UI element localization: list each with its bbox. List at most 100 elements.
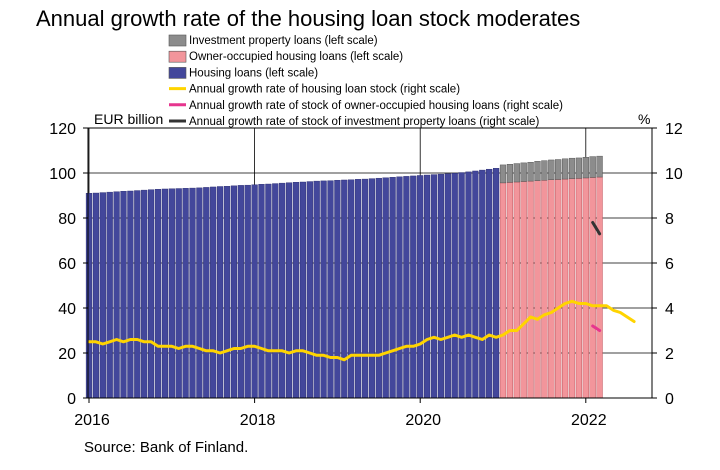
bar-housing (451, 173, 458, 399)
bar-housing (182, 188, 189, 399)
right-tick-label: 8 (665, 211, 674, 228)
bar-owner (575, 178, 583, 399)
source-note: Source: Bank of Finland. (84, 439, 248, 456)
bar-housing (486, 168, 493, 399)
bar-housing (141, 189, 148, 399)
bar-investment (527, 161, 534, 182)
legend-label-owner: Owner-occupied housing loans (left scale… (189, 51, 403, 63)
line-growth-total (87, 299, 636, 362)
legend-swatch-housing (168, 67, 187, 79)
bar-housing (341, 179, 348, 399)
bar-owner (506, 182, 514, 399)
bar-housing (396, 176, 403, 399)
left-tick-label: 120 (49, 121, 76, 138)
x-tick-label: 2022 (571, 412, 607, 429)
bar-housing (430, 174, 438, 399)
x-tick-label: 2020 (405, 412, 441, 429)
bar-owner (562, 178, 569, 399)
legend-label-growth_total: Annual growth rate of housing loan stock… (189, 84, 460, 96)
bar-housing (417, 175, 424, 399)
bar-owner (527, 180, 534, 399)
bar-housing (493, 168, 500, 399)
bar-owner (499, 182, 507, 399)
bar-housing (230, 185, 238, 399)
bar-housing (334, 179, 341, 399)
bar-housing (313, 180, 320, 399)
left-tick-label: 60 (58, 256, 76, 273)
legend: Investment property loans (left scale) Ow… (168, 34, 563, 128)
bar-investment (513, 163, 520, 183)
bar-housing (161, 188, 169, 399)
bar-housing (403, 176, 410, 399)
bar-housing (272, 183, 279, 399)
bar-owner (568, 178, 576, 399)
right-tick-label: 6 (665, 256, 674, 273)
bar-housing (210, 186, 217, 399)
bar-investment (582, 157, 589, 179)
bar-investment (568, 157, 576, 179)
bar-owner (555, 179, 562, 399)
bar-housing (458, 172, 465, 399)
bar-investment (534, 161, 541, 181)
bar-housing (286, 182, 293, 399)
bar-housing (154, 188, 162, 399)
legend-label-housing: Housing loans (left scale) (189, 67, 318, 79)
bar-investment (499, 164, 507, 184)
growth-lines (87, 221, 636, 362)
bar-owner (520, 181, 527, 399)
left-tick-label: 40 (58, 301, 76, 318)
line-growth-investment (591, 221, 602, 236)
bar-housing (244, 184, 251, 399)
bar-housing (355, 179, 362, 399)
bar-housing (237, 185, 244, 399)
bar-owner (513, 181, 520, 399)
bar-housing (92, 192, 100, 399)
bar-housing (120, 191, 127, 399)
bar-housing (196, 187, 203, 399)
chart-title: Annual growth rate of the housing loan s… (36, 6, 580, 31)
right-tick-label: 10 (665, 166, 683, 183)
bar-housing (203, 187, 210, 399)
bar-housing (168, 188, 175, 399)
bar-owner (589, 177, 596, 399)
bar-housing (465, 171, 472, 399)
bar-housing (479, 169, 486, 399)
left-axis-unit: EUR billion (94, 111, 163, 127)
bar-housing (113, 191, 120, 399)
bar-housing (127, 190, 134, 399)
legend-swatch-owner (168, 50, 187, 63)
right-tick-label: 12 (665, 121, 683, 138)
bar-housing (189, 187, 196, 399)
bar-housing (99, 192, 106, 399)
bar-housing (279, 182, 286, 399)
right-tick-label: 0 (665, 391, 674, 408)
bar-housing (382, 177, 389, 399)
bar-housing (106, 191, 113, 399)
bar-housing (410, 175, 417, 399)
bar-investment (589, 156, 596, 178)
bar-housing (320, 180, 327, 399)
bar-owner (534, 180, 541, 399)
bar-housing (265, 183, 272, 399)
bar-owner (548, 179, 555, 399)
bar-housing (258, 184, 265, 399)
line-growth-owner (591, 324, 602, 332)
bar-investment (575, 157, 583, 179)
left-tick-label: 20 (58, 346, 76, 363)
bar-investment (555, 159, 562, 180)
bar-housing (292, 182, 300, 399)
x-tick-label: 2016 (74, 412, 110, 429)
bar-investment (506, 164, 514, 183)
right-axis-unit: % (638, 111, 650, 127)
bar-housing (134, 190, 141, 399)
bar-housing (472, 170, 479, 399)
bar-housing (306, 181, 313, 399)
legend-label-investment: Investment property loans (left scale) (189, 35, 378, 47)
bar-investment (520, 162, 527, 182)
bar-housing (375, 177, 382, 399)
bar-housing (368, 178, 376, 399)
left-tick-label: 80 (58, 211, 76, 228)
left-tick-label: 0 (67, 391, 76, 408)
bar-housing (175, 188, 182, 399)
